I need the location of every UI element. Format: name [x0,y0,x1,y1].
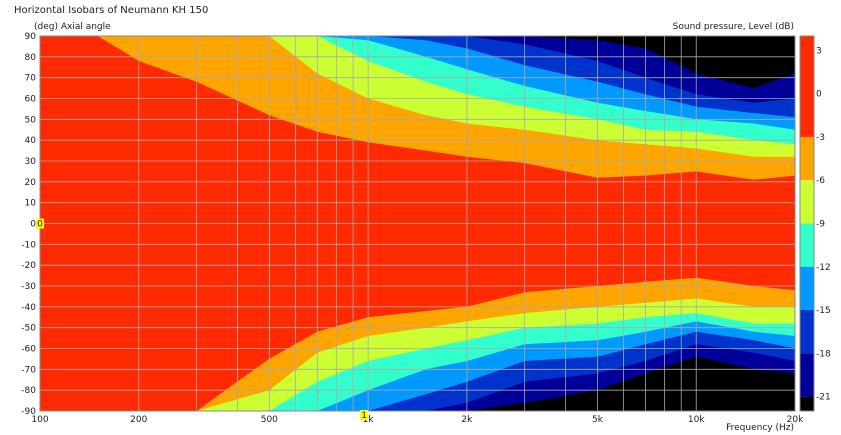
y-tick-label: 60 [25,95,37,105]
axis-marker-label: 1 [361,411,367,421]
y-tick-label: 0 [30,220,36,230]
colorbar-segment [800,136,814,181]
colorbar-tick-label: -12 [816,263,831,273]
y-tick-label: -70 [21,365,36,375]
axis-markers: 01 [36,218,369,421]
axis-marker-label: 0 [37,220,43,230]
colorbar-tick-label: -3 [816,133,825,143]
x-tick-label: 100 [31,415,48,425]
x-tick-label: 5k [592,415,604,425]
colorbar-segment [800,180,814,224]
colorbar-tick-label: -6 [816,176,825,186]
axis-marker [36,218,44,229]
colorbar-tick-label: -18 [816,349,831,359]
colorbar-segment [800,266,814,311]
x-tick-label: 200 [130,415,147,425]
y-tick-label: -10 [21,240,36,250]
y-tick-label: 80 [25,53,37,63]
colorbar-tick-label: 3 [816,46,822,56]
y-tick-label: 70 [25,74,37,84]
y-tick-label: -60 [21,345,36,355]
colorbar-tick-label: 0 [816,90,822,100]
colorbar-tick-label: -15 [816,306,831,316]
y-tick-label: -40 [21,303,36,313]
y-tick-label: 90 [25,32,37,42]
y-tick-label: -50 [21,324,36,334]
y-tick-label: 30 [25,157,37,167]
x-axis-label: Frequency (Hz) [726,423,794,433]
colorbar-frame [799,35,815,412]
y-tick-label: -30 [21,282,36,292]
isobar-band [40,36,795,103]
colorbar-segment [800,396,814,411]
plot-area [39,35,796,412]
y-tick-label: 50 [25,115,37,125]
x-tick-label: 10k [688,415,705,425]
contour-bands [40,36,795,411]
colorbar-tick-label: -9 [816,220,825,230]
isobar-band [40,356,795,411]
colorbar-label: Sound pressure, Level (dB) [673,22,794,32]
y-axis-ticks: 90 80 70 60 50 40 30 20 10 0 -10 -20 -30 -40 -50 -60 -70… [21,32,36,417]
chart-title: Horizontal Isobars of Neumann KH 150 [14,5,208,16]
y-tick-label: 20 [25,178,37,188]
x-tick-label: 500 [261,415,278,425]
y-tick-label: 40 [25,136,37,146]
colorbar-segment [800,36,814,137]
colorbar-tick-label: -21 [816,393,831,403]
isobar-band [40,36,795,89]
y-tick-label: 10 [25,199,37,209]
x-tick-label: 1k [363,415,375,425]
colorbar-segment [800,353,814,397]
y-tick-label: -90 [21,407,36,417]
y-tick-label: -20 [21,261,36,271]
x-tick-label: 2k [461,415,473,425]
y-tick-label: -80 [21,386,36,396]
colorbar-segment [800,223,814,267]
colorbar: 3 0 -3 -6 -9 -12 -15 -18 -21 [799,35,831,412]
axis-marker [360,410,369,420]
y-axis-label: (deg) Axial angle [34,22,111,32]
colorbar-segment [800,310,814,354]
x-tick-label: 20k [787,415,804,425]
x-axis-ticks: 100 200 500 1k 2k 5k 10k 20k [31,415,804,425]
